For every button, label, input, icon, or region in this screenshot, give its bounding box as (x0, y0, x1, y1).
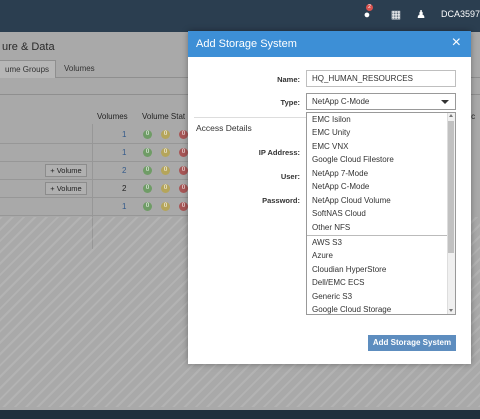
section-divider (194, 117, 306, 118)
table-row: 1 0 0 0 (0, 198, 190, 216)
clipboard-icon[interactable]: ▦ (390, 9, 402, 21)
status-warning-icon: 0 (161, 148, 170, 157)
dropdown-separator (307, 235, 447, 236)
status-ok-icon: 0 (143, 166, 152, 175)
footer-bar (0, 410, 480, 419)
dropdown-option[interactable]: NetApp Cloud Volume (312, 196, 391, 205)
access-details-title: Access Details (196, 123, 252, 133)
status-ok-icon: 0 (143, 148, 152, 157)
table-row: + Volume 2 0 0 0 (0, 180, 190, 198)
notification-icon[interactable]: ● (363, 9, 371, 21)
dropdown-option[interactable]: AWS S3 (312, 238, 342, 247)
volume-count[interactable]: 1 (122, 202, 127, 211)
status-warning-icon: 0 (161, 130, 170, 139)
status-error-icon: 0 (179, 148, 188, 157)
dropdown-scrollbar[interactable] (447, 113, 455, 314)
status-error-icon: 0 (179, 130, 188, 139)
user-icon[interactable]: ♟ (416, 9, 426, 21)
name-label: Name: (277, 75, 300, 84)
dropdown-option[interactable]: Azure (312, 251, 333, 260)
add-storage-system-dialog: Add Storage System × Name: HQ_HUMAN_RESO… (188, 31, 471, 364)
status-warning-icon: 0 (161, 166, 170, 175)
chevron-down-icon (441, 100, 449, 104)
add-volume-button[interactable]: + Volume (45, 182, 87, 195)
tab-volumes[interactable]: Volumes (64, 64, 95, 73)
status-error-icon: 0 (179, 166, 188, 175)
status-error-icon: 0 (179, 184, 188, 193)
header-volume-status: Volume Stat (142, 112, 186, 121)
scrollbar-thumb[interactable] (448, 121, 454, 253)
add-volume-button[interactable]: + Volume (45, 164, 87, 177)
dropdown-option[interactable]: Other NFS (312, 223, 351, 232)
close-icon[interactable]: × (451, 34, 461, 51)
status-warning-icon: 0 (161, 202, 170, 211)
status-ok-icon: 0 (143, 202, 152, 211)
dropdown-option[interactable]: NetApp C-Mode (312, 182, 370, 191)
user-label[interactable]: DCA3597 (441, 9, 480, 19)
table-row: 1 0 0 0 (0, 126, 190, 144)
tab-volume-groups[interactable]: ume Groups (0, 60, 57, 78)
volume-count[interactable]: 2 (122, 166, 127, 175)
volume-count[interactable]: 1 (122, 148, 127, 157)
status-warning-icon: 0 (161, 184, 170, 193)
dropdown-option[interactable]: Google Cloud Storage (312, 305, 392, 314)
table-row: 1 0 0 0 (0, 144, 190, 162)
top-navigation-bar: ● 2 ▦ ♟ DCA3597 (0, 0, 480, 32)
column-divider (92, 124, 93, 249)
table-row: + Volume 2 0 0 0 (0, 162, 190, 180)
volume-count[interactable]: 1 (122, 130, 127, 139)
dropdown-option[interactable]: SoftNAS Cloud (312, 209, 366, 218)
scroll-up-icon[interactable] (449, 114, 453, 117)
status-error-icon: 0 (179, 202, 188, 211)
volume-count[interactable]: 2 (122, 184, 127, 193)
dropdown-option[interactable]: Google Cloud Filestore (312, 155, 394, 164)
type-select-value: NetApp C-Mode (312, 97, 370, 106)
dropdown-option[interactable]: Dell/EMC ECS (312, 278, 365, 287)
type-dropdown-list[interactable]: EMC Isilon EMC Unity EMC VNX Google Clou… (306, 112, 456, 315)
status-ok-icon: 0 (143, 184, 152, 193)
name-field[interactable]: HQ_HUMAN_RESOURCES (306, 70, 456, 87)
user-label: User: (280, 172, 300, 181)
notification-badge: 2 (366, 4, 373, 11)
header-volumes: Volumes (97, 112, 128, 121)
dropdown-option[interactable]: EMC Unity (312, 128, 351, 137)
dropdown-option[interactable]: EMC VNX (312, 142, 349, 151)
scroll-down-icon[interactable] (449, 309, 453, 312)
dropdown-option[interactable]: NetApp 7-Mode (312, 169, 369, 178)
dropdown-option[interactable]: EMC Isilon (312, 115, 351, 124)
dialog-header: Add Storage System × (188, 31, 471, 57)
ip-address-label: IP Address: (258, 148, 300, 157)
type-label: Type: (280, 98, 300, 107)
dialog-title: Add Storage System (196, 38, 297, 50)
dropdown-option[interactable]: Generic S3 (312, 292, 353, 301)
page-title: ure & Data (2, 41, 55, 53)
status-ok-icon: 0 (143, 130, 152, 139)
type-select[interactable]: NetApp C-Mode (306, 93, 456, 110)
password-label: Password: (262, 196, 300, 205)
add-storage-system-button[interactable]: Add Storage System (368, 335, 456, 351)
dropdown-option[interactable]: Cloudian HyperStore (312, 265, 387, 274)
